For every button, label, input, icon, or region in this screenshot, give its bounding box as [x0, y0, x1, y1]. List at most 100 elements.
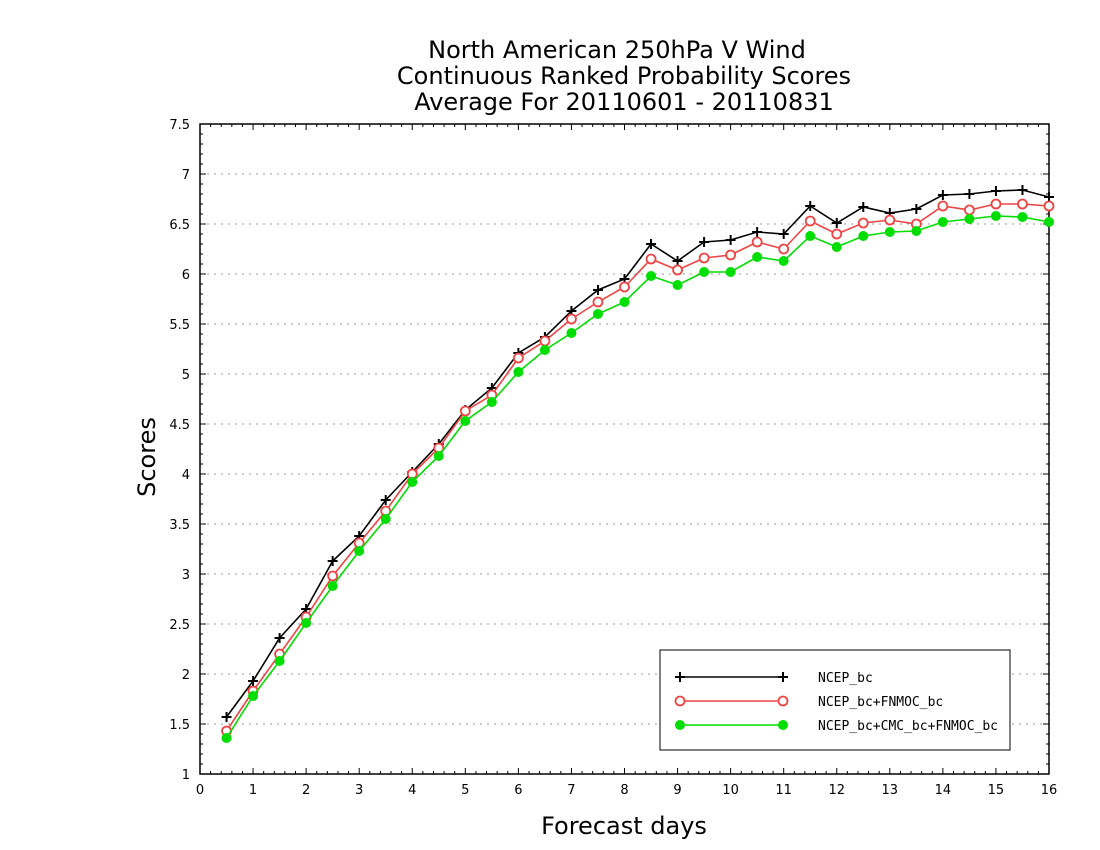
data-point-2-21: [778, 256, 789, 266]
data-point-1-11: [512, 352, 524, 364]
data-point-2-6: [380, 514, 391, 524]
data-point-1-29: [990, 198, 1002, 210]
y-tick-label-13: 7.5: [169, 118, 190, 133]
series-line-0: [225, 189, 1050, 718]
data-point-2-14: [592, 309, 603, 319]
y-tick-label-9: 5.5: [169, 318, 190, 333]
x-tick-label-8: 8: [620, 783, 628, 798]
legend-marker-end-0: [778, 672, 788, 682]
data-point-2-12: [539, 345, 550, 355]
x-tick-label-15: 15: [988, 783, 1005, 798]
x-tick-label-4: 4: [408, 783, 416, 798]
data-point-0-4: [327, 556, 338, 566]
legend: NCEP_bc NCEP_bc+FNMOC_bc NCEP_bc+CMC_bc+FN…: [659, 649, 1011, 751]
chart-title-line-1: North American 250hPa V Wind: [428, 36, 806, 64]
data-point-2-17: [672, 280, 683, 290]
data-point-0-22: [805, 201, 816, 211]
x-tick-label-14: 14: [935, 783, 952, 798]
data-point-1-15: [619, 281, 630, 293]
data-point-0-24: [858, 202, 869, 212]
data-point-1-9: [459, 405, 471, 417]
data-point-0-14: [592, 285, 603, 295]
legend-item-0: NCEP_bc: [675, 671, 873, 686]
data-point-2-30: [1017, 212, 1028, 222]
x-tick-label-12: 12: [828, 783, 845, 798]
legend-item-1: NCEP_bc+FNMOC_bc: [674, 695, 943, 710]
legend-marker-start-0: [675, 672, 685, 682]
x-tick-label-3: 3: [355, 783, 363, 798]
data-point-0-26: [911, 204, 922, 214]
chart-title-line-2: Continuous Ranked Probability Scores: [397, 62, 851, 90]
data-point-2-28: [964, 214, 975, 224]
x-axis-label: Forecast days: [541, 812, 707, 840]
data-point-1-31: [1043, 200, 1055, 212]
data-point-2-9: [460, 416, 471, 426]
data-point-2-27: [937, 217, 948, 227]
data-point-2-29: [990, 211, 1001, 221]
data-point-1-27: [937, 200, 949, 212]
data-point-1-30: [1017, 198, 1028, 210]
x-tick-label-5: 5: [461, 783, 469, 798]
y-tick-label-0: 1: [182, 768, 190, 783]
x-tick-label-0: 0: [196, 783, 204, 798]
legend-marker-start-2: [675, 720, 685, 730]
y-tick-label-4: 3: [182, 568, 190, 583]
data-point-1-20: [751, 236, 763, 248]
series-0: [221, 185, 1054, 722]
y-tick-label-2: 2: [182, 668, 190, 683]
y-axis-label: Scores: [133, 417, 161, 497]
data-point-2-23: [831, 242, 842, 252]
data-point-2-10: [486, 397, 497, 407]
legend-marker-start-1: [674, 695, 686, 707]
x-tick-label-11: 11: [775, 783, 792, 798]
data-point-0-18: [699, 237, 710, 247]
x-axis: 0 1 2 3 4 5 6 7 8 9 10 11 12 13 14 15 16: [196, 124, 1057, 798]
data-point-2-25: [884, 227, 895, 237]
data-point-1-28: [964, 204, 975, 216]
data-point-1-13: [566, 313, 577, 325]
data-point-2-0: [221, 733, 232, 743]
legend-items: NCEP_bc NCEP_bc+FNMOC_bc NCEP_bc+CMC_bc+FN…: [674, 671, 998, 734]
legend-box: [659, 649, 1011, 751]
data-point-0-0: [221, 712, 232, 722]
data-point-0-6: [380, 495, 391, 505]
data-point-2-4: [327, 581, 338, 591]
y-tick-label-3: 2.5: [169, 618, 190, 633]
legend-item-2: NCEP_bc+CMC_bc+FNMOC_bc: [675, 719, 998, 734]
x-tick-label-1: 1: [249, 783, 257, 798]
data-point-1-22: [804, 215, 816, 227]
data-point-1-18: [698, 252, 710, 264]
y-tick-label-7: 4.5: [169, 418, 190, 433]
data-point-2-8: [433, 451, 444, 461]
data-point-0-16: [646, 239, 657, 249]
y-tick-label-6: 4: [182, 468, 190, 483]
data-point-2-20: [752, 252, 763, 262]
data-point-2-22: [805, 231, 816, 241]
data-point-1-17: [672, 264, 683, 276]
y-axis: 1 1.5 2 2.5 3 3.5 4 4.5 5 5.5 6 6.5 7 7.5: [169, 118, 1049, 783]
y-tick-label-11: 6.5: [169, 218, 190, 233]
data-point-2-26: [911, 226, 922, 236]
legend-label-1: NCEP_bc+FNMOC_bc: [818, 695, 943, 710]
data-point-2-5: [354, 546, 365, 556]
legend-label-2: NCEP_bc+CMC_bc+FNMOC_bc: [818, 719, 998, 734]
x-tick-label-16: 16: [1041, 783, 1058, 798]
y-tick-label-5: 3.5: [169, 518, 190, 533]
x-tick-label-13: 13: [882, 783, 899, 798]
x-tick-label-7: 7: [567, 783, 575, 798]
x-tick-label-9: 9: [673, 783, 681, 798]
y-tick-label-8: 5: [182, 368, 190, 383]
data-point-0-21: [778, 229, 789, 239]
data-point-0-27: [937, 190, 948, 200]
y-tick-label-10: 6: [182, 268, 190, 283]
series-2: [221, 211, 1054, 743]
data-point-1-4: [327, 570, 339, 582]
series-group: [221, 185, 1055, 743]
chart-title: North American 250hPa V Wind Continuous …: [397, 36, 851, 116]
legend-marker-end-1: [777, 695, 789, 707]
x-tick-label-6: 6: [514, 783, 522, 798]
legend-label-0: NCEP_bc: [818, 671, 873, 686]
data-point-2-1: [248, 691, 259, 701]
data-point-2-18: [699, 267, 710, 277]
